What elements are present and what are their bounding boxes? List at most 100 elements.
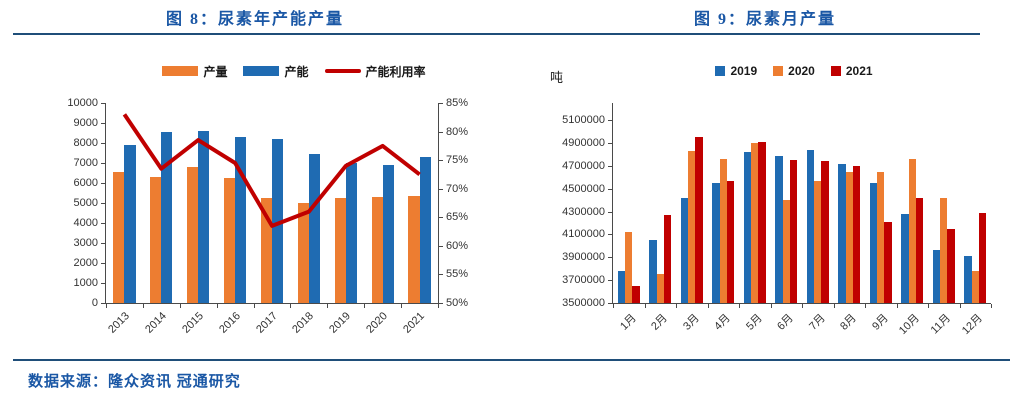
legend-swatch	[830, 66, 841, 76]
bar-2021-12月	[978, 212, 987, 303]
x-axis-tick-mark	[364, 304, 366, 308]
x-axis-tick-mark	[770, 304, 772, 308]
axis-tick-mark	[101, 183, 105, 184]
axis-tick-label: 4700000	[562, 159, 605, 172]
axis-tick-label: 3900000	[562, 251, 605, 264]
legend-swatch	[715, 66, 726, 76]
bar-2019-3月	[680, 197, 689, 303]
axis-tick-mark	[101, 303, 105, 304]
x-axis-tick-mark	[216, 304, 218, 308]
x-tick-label: 10月	[896, 312, 922, 338]
bar-产量-2021	[408, 196, 420, 303]
bar-产能-2020	[382, 165, 394, 303]
x-axis-tick-mark	[613, 304, 614, 308]
axis-tick-mark	[439, 103, 443, 104]
bar-产能-2015	[198, 131, 210, 303]
axis-tick-label: 9000	[73, 117, 98, 129]
axis-tick-mark	[608, 165, 612, 167]
axis-tick-label: 85%	[446, 97, 469, 109]
axis-tick-label: 3000	[73, 237, 98, 249]
bar-2019-12月	[964, 256, 972, 303]
axis-tick-label: 70%	[446, 182, 469, 195]
x-axis-tick-mark	[327, 304, 329, 308]
bar-2019-6月	[775, 155, 783, 303]
legend-label: 2021	[845, 64, 873, 78]
bar-2020-11月	[940, 197, 948, 303]
axis-tick-mark	[439, 245, 443, 247]
legend-item-产能: 产能	[243, 63, 309, 80]
x-axis-tick-mark	[959, 304, 961, 308]
x-axis-tick-mark	[253, 304, 255, 308]
axis-tick-label: 55%	[446, 268, 469, 281]
x-tick-label: 5月	[743, 312, 765, 333]
axis-tick-mark	[439, 131, 443, 133]
axis-tick-mark	[608, 120, 612, 122]
x-tick-label: 2月	[649, 312, 670, 333]
bar-2019-5月	[743, 152, 752, 303]
line-series-产能利用率	[122, 113, 421, 228]
axis-tick-mark	[439, 303, 443, 304]
x-axis-tick-mark	[707, 304, 709, 308]
axis-tick-label: 2000	[73, 257, 98, 269]
bar-2020-9月	[877, 171, 885, 303]
axis-tick-mark	[439, 188, 443, 190]
figure8-title: 图 8：尿素年产能产量	[165, 11, 344, 28]
x-tick-label: 3月	[680, 312, 702, 333]
axis-tick-mark	[101, 103, 105, 104]
axis-tick-mark	[101, 163, 105, 164]
bar-产能-2021	[419, 157, 431, 303]
figure9-title: 图 9：尿素月产量	[693, 11, 836, 28]
x-tick-label: 2020	[364, 310, 391, 336]
legend-item-产量: 产量	[162, 63, 227, 80]
bar-2021-2月	[663, 215, 672, 303]
legend-item-2019: 2019	[715, 64, 757, 78]
axis-tick-label: 5100000	[562, 114, 605, 127]
bar-产量-2015	[187, 167, 199, 303]
fig8-right-axis-labels: 50% 55% 60% 65% 70% 75% 80% 85%	[439, 97, 485, 309]
x-tick-label: 1月	[617, 312, 639, 333]
axis-tick-label: 4300000	[562, 205, 605, 218]
axis-tick-mark	[101, 263, 105, 264]
legend-label: 产能	[284, 64, 309, 79]
x-tick-label: 7月	[806, 312, 828, 333]
x-tick-label: 9月	[869, 312, 891, 333]
x-axis-tick-mark	[644, 304, 646, 308]
x-tick-label: 8月	[838, 312, 859, 333]
bar-2019-1月	[617, 271, 626, 303]
x-tick-label: 2016	[216, 310, 243, 336]
bar-2019-11月	[932, 250, 941, 303]
axis-tick-mark	[439, 160, 443, 162]
bar-2020-2月	[656, 274, 664, 303]
axis-tick-mark	[101, 283, 105, 284]
bar-产量-2014	[150, 177, 162, 303]
bar-2020-7月	[814, 180, 822, 303]
axis-tick-mark	[101, 123, 105, 124]
x-axis-tick-mark	[833, 304, 835, 308]
bar-2021-5月	[758, 141, 766, 303]
axis-tick-label: 75%	[446, 154, 469, 167]
fig9-x-axis-labels: 1月 2月 3月 4月 5月 6月 7月 8月 9月 10月 11月 12月	[612, 304, 991, 350]
axis-tick-mark	[101, 143, 105, 144]
x-tick-label: 2015	[179, 310, 206, 336]
x-axis-tick-mark	[991, 304, 992, 308]
axis-tick-label: 4900000	[562, 137, 605, 149]
bar-2021-8月	[852, 165, 861, 303]
x-tick-label: 2019	[327, 310, 354, 336]
axis-tick-label: 4000	[73, 217, 98, 229]
x-axis-tick-mark	[401, 304, 403, 308]
legend-item-2021: 2021	[830, 64, 873, 78]
axis-tick-label: 3500000	[562, 297, 605, 309]
axis-tick-label: 10000	[67, 97, 98, 109]
axis-tick-label: 7000	[73, 157, 98, 169]
fig9-left-axis-labels: 3500000 3700000 3900000 4100000 4300000 45000…	[550, 103, 612, 309]
axis-tick-mark	[101, 243, 105, 244]
axis-tick-mark	[439, 274, 443, 276]
footer-rule	[13, 359, 1010, 361]
axis-tick-mark	[608, 303, 612, 304]
axis-tick-mark	[101, 223, 105, 224]
x-tick-label: 12月	[959, 312, 985, 338]
fig8-legend: 产量 产能 产能利用率	[0, 61, 510, 81]
x-axis-tick-mark	[106, 304, 107, 308]
axis-tick-label: 1000	[73, 277, 98, 289]
legend-item-产能利用率: 产能利用率	[324, 63, 426, 80]
